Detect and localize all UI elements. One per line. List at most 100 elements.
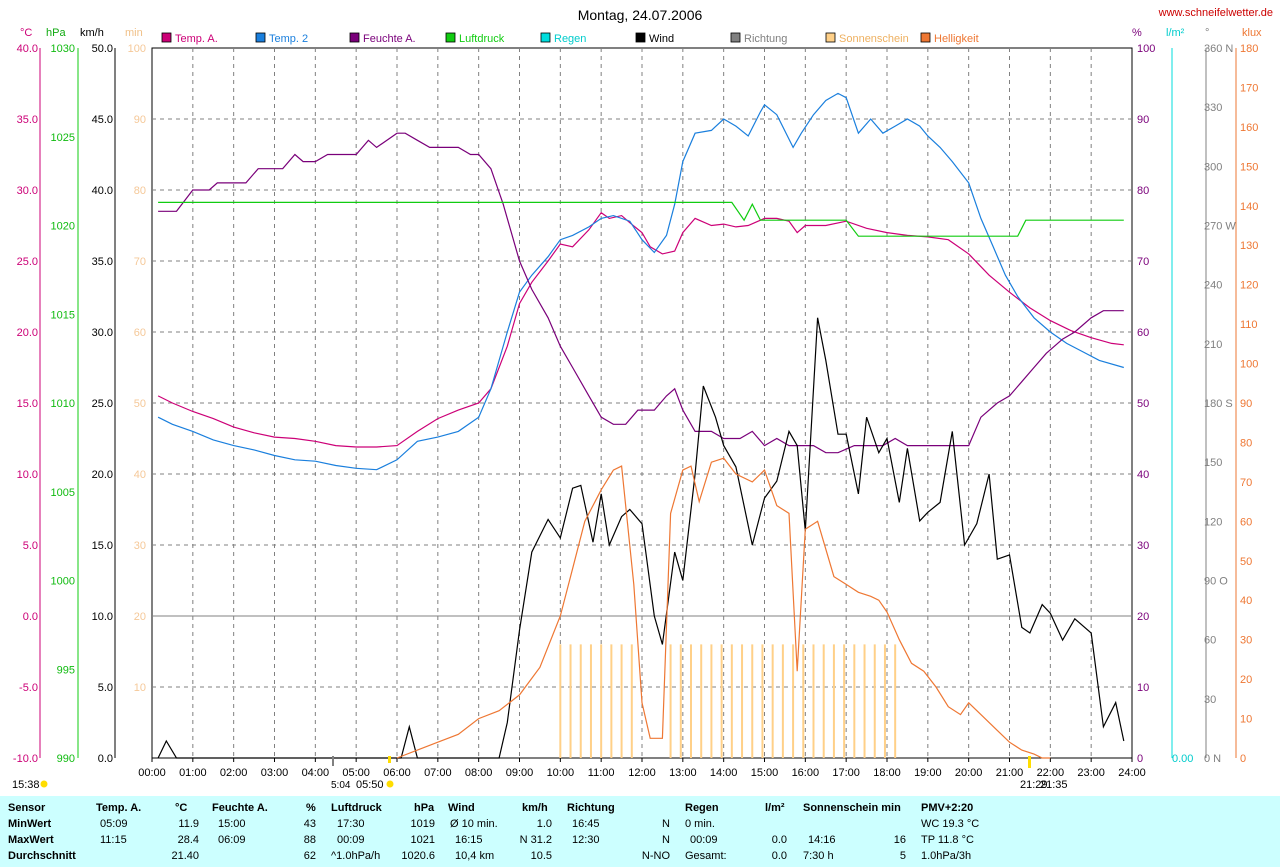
stats-feuchte-value: 88 (303, 834, 316, 846)
wind-tick-label: 50.0 (92, 43, 113, 55)
sunshine-tick-label: 60 (134, 327, 146, 339)
wind-tick-label: 20.0 (92, 469, 113, 481)
humidity-tick-label: 90 (1137, 114, 1149, 126)
stats-row-label: MaxWert (8, 834, 54, 846)
humidity-tick-label: 50 (1137, 398, 1149, 410)
x-tick-label: 04:00 (302, 767, 330, 779)
legend-swatch (825, 32, 836, 43)
pressure-tick-label: 1005 (51, 487, 75, 499)
legend-swatch (635, 32, 646, 43)
sunshine-tick-label: 70 (134, 256, 146, 268)
brightness-tick-label: 70 (1240, 477, 1252, 489)
legend-label: Feuchte A. (363, 33, 416, 45)
stats-wind-value: 1.0 (536, 818, 552, 830)
direction-tick-label: 150 (1204, 457, 1222, 469)
series-line-luftdruck (158, 201, 1124, 237)
pressure-tick-label: 1015 (51, 309, 75, 321)
wind-tick-label: 25.0 (92, 398, 113, 410)
sunshine-tick-label: 30 (134, 540, 146, 552)
temp-tick-label: -5.0 (19, 682, 38, 694)
legend-label: Temp. 2 (269, 33, 308, 45)
humidity-tick-label: 10 (1137, 682, 1149, 694)
x-tick-label: 13:00 (669, 767, 697, 779)
stats-temp-value: 11.9 (178, 818, 199, 830)
direction-tick-label: 180 S (1204, 398, 1233, 410)
x-tick-label: 21:00 (996, 767, 1024, 779)
stats-feuchte-time: 06:09 (218, 834, 246, 846)
x-tick-label: 00:00 (138, 767, 166, 779)
direction-tick-label: 330 (1204, 102, 1222, 114)
x-tick-label: 08:00 (465, 767, 493, 779)
direction-tick-label: 120 (1204, 516, 1222, 528)
legend-swatch (255, 32, 266, 43)
x-tick-label: 14:00 (710, 767, 738, 779)
stats-regen-value: 0.0 (771, 850, 787, 862)
wind-tick-label: 5.0 (98, 682, 113, 694)
brightness-tick-label: 0 (1240, 753, 1246, 765)
x-tick-label: 07:00 (424, 767, 452, 779)
temp-tick-label: 15.0 (17, 398, 38, 410)
series-line-temp-2 (157, 92, 1124, 471)
wind-tick-label: 35.0 (92, 256, 113, 268)
x-tick-label: 12:00 (628, 767, 656, 779)
legend-swatch (445, 32, 456, 43)
temp-tick-label: 35.0 (17, 114, 38, 126)
stats-row-label: Durchschnitt (8, 850, 76, 862)
stats-richt-value: N-NO (641, 850, 670, 862)
stats-header-sensor: Sensor (8, 802, 46, 814)
stats-header-wind: Wind (448, 802, 475, 814)
sunshine-tick-label: 100 (128, 43, 146, 55)
x-tick-label: 20:00 (955, 767, 983, 779)
legend-label: Regen (554, 33, 586, 45)
wind-tick-label: 0.0 (98, 753, 113, 765)
stats-druck-value: 1021 (410, 834, 435, 846)
x-tick-label: 24:00 (1118, 767, 1146, 779)
legend-label: Temp. A. (175, 33, 218, 45)
wind-tick-label: 15.0 (92, 540, 113, 552)
pressure-tick-label: 1020 (51, 221, 75, 233)
sunset-marker (1028, 756, 1031, 768)
brightness-tick-label: 50 (1240, 556, 1252, 568)
weather-chart: Montag, 24.07.2006 www.schneifelwetter.de… (12, 7, 1273, 791)
x-tick-label: 01:00 (179, 767, 207, 779)
humidity-tick-label: 60 (1137, 327, 1149, 339)
brightness-tick-label: 60 (1240, 516, 1252, 528)
temp-tick-label: 5.0 (23, 540, 38, 552)
stats-sonne-time: 14:16 (808, 834, 836, 846)
temp-tick-label: 25.0 (17, 256, 38, 268)
series-line-temp-a (157, 211, 1124, 448)
stats-temp-time: 11:15 (100, 834, 127, 846)
x-tick-label: 06:00 (383, 767, 411, 779)
direction-tick-label: 360 N (1204, 43, 1233, 55)
axis-unit-klux: klux (1242, 27, 1262, 39)
stats-header-luftdruck-unit: hPa (414, 802, 435, 814)
x-tick-label: 02:00 (220, 767, 248, 779)
x-tick-label: 11:00 (588, 767, 615, 779)
sunrise-prev-label: 5:04 (331, 780, 351, 791)
stats-druck-value: 1020.6 (401, 850, 435, 862)
sunshine-tick-label: 50 (134, 398, 146, 410)
stats-wind-time: 10,4 km (455, 850, 495, 862)
stats-header-feuchte: Feuchte A. (212, 802, 268, 814)
x-tick-label: 16:00 (792, 767, 820, 779)
direction-tick-label: 90 O (1204, 576, 1228, 588)
x-tick-label: 10:00 (547, 767, 575, 779)
stats-sonne-value: 16 (893, 834, 906, 846)
x-tick-label: 18:00 (873, 767, 901, 779)
wind-tick-label: 45.0 (92, 114, 113, 126)
sunset-label: 21:29 (1020, 779, 1048, 791)
legend-swatch (540, 32, 551, 43)
stats-temp-value: 21.40 (171, 850, 199, 862)
temp-tick-label: -10.0 (13, 753, 38, 765)
brightness-tick-label: 40 (1240, 595, 1252, 607)
pressure-tick-label: 1000 (51, 576, 75, 588)
legend-label: Sonnenschein (839, 33, 909, 45)
stats-header-pmv: PMV+2:20 (921, 802, 974, 814)
pressure-tick-label: 1010 (51, 398, 75, 410)
stats-sonne-time: 7:30 h (803, 850, 834, 862)
humidity-tick-label: 30 (1137, 540, 1149, 552)
sunrise-sun-icon (386, 780, 394, 788)
stats-header-feuchte-unit: % (306, 802, 316, 814)
brightness-tick-label: 80 (1240, 437, 1252, 449)
x-tick-label: 17:00 (832, 767, 860, 779)
